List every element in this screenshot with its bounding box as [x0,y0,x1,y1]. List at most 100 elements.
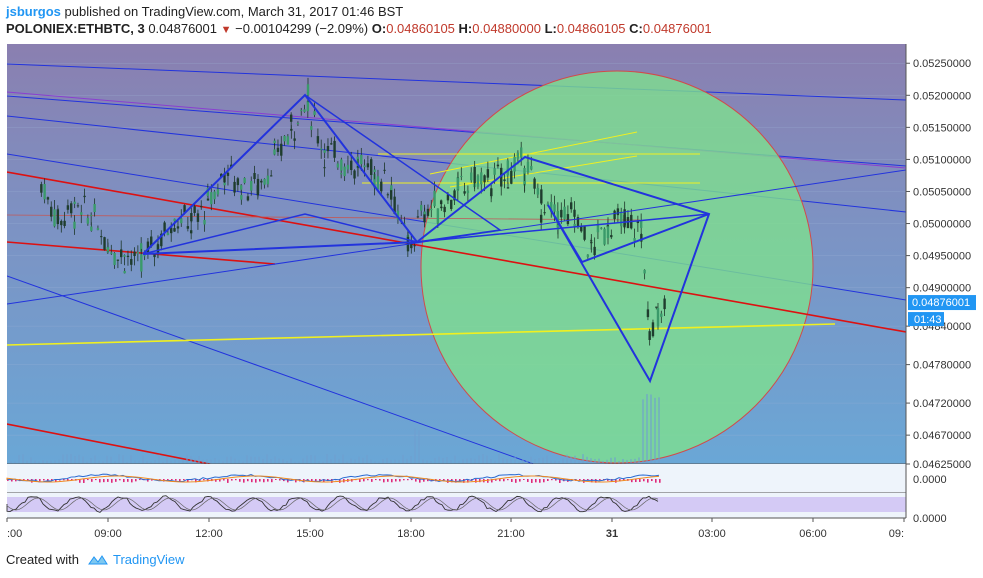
histogram-bar [371,479,373,482]
candle-body [656,308,660,327]
volume-bar [142,455,144,464]
ohlc-line: POLONIEX:ETHBTC, 3 0.04876001 ▼ −0.00104… [6,21,712,36]
volume-bar [542,457,544,464]
author-link[interactable]: jsburgos [6,4,61,19]
volume-bar [518,461,520,464]
volume-bar [486,455,488,464]
rising-trend-line [7,169,906,305]
histogram-bar [255,479,257,483]
histogram-bar [507,479,509,481]
price-chart[interactable]: 0.05250000 0.05200000 0.05150000 0.05100000… [0,42,983,550]
histogram-bar [55,479,57,482]
histogram-bar [655,479,657,483]
stoch-d-line [6,497,659,511]
time-tick-label: 06:00 [799,528,827,540]
volume-bar [642,399,644,464]
candle-body [163,222,166,232]
candle-body [223,182,226,186]
tradingview-brand-link[interactable]: TradingView [112,552,185,567]
candle-body [96,228,100,231]
candle-body [386,194,390,196]
candle-body [563,206,566,220]
histogram-bar [83,479,85,483]
candle-body [66,205,70,210]
candle-body [600,227,603,229]
high-value: 0.04880000 [472,21,541,36]
candle-body [503,179,506,181]
candle-body [256,178,260,194]
candle-body [116,259,120,261]
volume-bar [54,460,56,464]
candle-body [173,218,176,222]
volume-bar [194,458,196,464]
close-label: C: [629,21,643,36]
oscillator-pane-2[interactable] [6,493,906,519]
candle-body [648,331,651,340]
chart-header: jsburgos published on TradingView.com, M… [0,0,983,42]
histogram-bar [15,479,17,482]
histogram-bar [647,479,649,483]
volume-bar [150,461,152,464]
volume-bar [86,461,88,464]
yellow-channel-line [429,131,638,175]
candle-body [186,226,190,229]
volume-bar [46,460,48,464]
candle-body [73,221,76,229]
candle-body [540,189,543,204]
candle-body [556,224,560,231]
time-tick-label: 09: [889,528,904,540]
candle-body [583,226,586,240]
candle-body [420,204,423,211]
candle-body [263,178,266,185]
candle-body [340,159,343,171]
volume-bar [538,457,540,464]
candle-body [193,206,196,213]
volume-bar [646,394,648,464]
candle-body [573,209,576,217]
low-value: 0.04860105 [556,21,626,36]
main-pane[interactable] [7,44,906,502]
volume-bar [154,460,156,464]
candle-body [239,185,243,190]
volume-bar [446,457,448,464]
candle-body [50,206,53,217]
candle-body [80,212,83,215]
histogram-bar [111,479,113,483]
candle-body [373,173,376,188]
open-value: 0.04860105 [386,21,455,36]
candle-body [416,216,420,218]
candle-body [373,169,376,173]
volume-bar [138,460,140,464]
histogram-bar [227,479,229,483]
volume-bar [634,458,636,464]
histogram-bar [547,479,549,482]
histogram-bar [599,479,601,481]
volume-bar [570,456,572,464]
candle-body [156,244,160,253]
histogram-bar [319,479,321,481]
candle-body [140,254,143,272]
candle-body [390,185,393,191]
candle-body [53,209,56,227]
histogram-bar [123,479,125,483]
candle-body [90,226,93,231]
volume-bar [110,456,112,464]
histogram-bar [203,479,205,481]
volume-bar [170,460,172,464]
histogram-bar [331,479,333,483]
candle-body [616,208,620,216]
volume-bar [190,456,192,464]
candle-body [183,205,186,213]
time-tick-label: 15:00 [296,528,324,540]
candle-body [651,322,655,337]
volume-bar [578,460,580,464]
candle-body [346,164,350,170]
candle-body [466,190,470,194]
histogram-bar [487,479,489,483]
candle-body [243,177,246,184]
candle-body [100,236,103,238]
oscillator-pane-1[interactable] [6,464,906,494]
volume-bar [638,457,640,464]
histogram-bar [379,479,381,481]
candle-body [93,204,96,213]
